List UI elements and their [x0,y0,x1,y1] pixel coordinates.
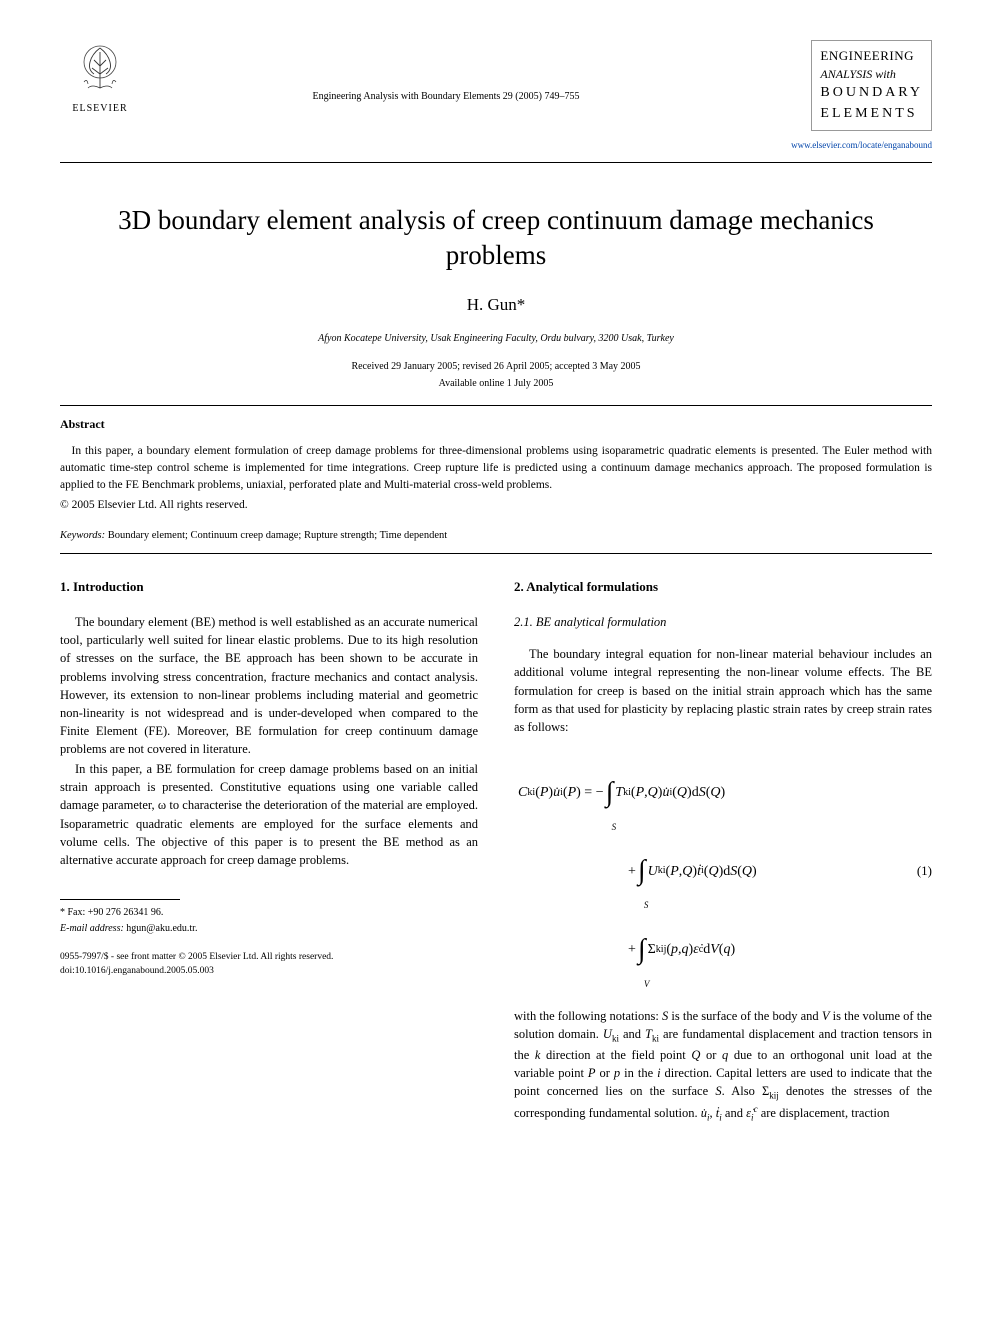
abstract-text: In this paper, a boundary element formul… [60,443,932,493]
abstract-bottom-rule [60,553,932,554]
article-dates: Received 29 January 2005; revised 26 Apr… [60,360,932,375]
section1-para1: The boundary element (BE) method is well… [60,613,478,758]
journal-logo-line2: ANALYSIS with [820,66,923,83]
footnote-fax: * Fax: +90 276 26341 96. [60,906,478,921]
article-affiliation: Afyon Kocatepe University, Usak Engineer… [60,332,932,347]
journal-logo-block: ENGINEERING ANALYSIS with BOUNDARY ELEME… [752,40,932,154]
journal-url-link[interactable]: www.elsevier.com/locate/enganabound [791,140,932,150]
equation-1-number: (1) [907,862,932,881]
journal-reference: Engineering Analysis with Boundary Eleme… [140,40,752,105]
publisher-name: ELSEVIER [72,102,127,117]
body-columns: 1. Introduction The boundary element (BE… [60,578,932,1126]
article-online-date: Available online 1 July 2005 [60,377,932,392]
journal-logo-line1: ENGINEERING [820,47,923,66]
abstract-copyright: © 2005 Elsevier Ltd. All rights reserved… [60,497,932,514]
article-title: 3D boundary element analysis of creep co… [100,203,892,273]
section1-para2: In this paper, a BE formulation for cree… [60,760,478,869]
left-column: 1. Introduction The boundary element (BE… [60,578,478,1126]
footnote-rule [60,899,180,900]
footnote-email: E-mail address: hgun@aku.edu.tr. [60,922,478,937]
elsevier-tree-icon [70,40,130,100]
keywords-text: Boundary element; Continuum creep damage… [105,530,447,541]
journal-logo-box: ENGINEERING ANALYSIS with BOUNDARY ELEME… [811,40,932,131]
section2-heading: 2. Analytical formulations [514,578,932,597]
right-column: 2. Analytical formulations 2.1. BE analy… [514,578,932,1126]
equation-1: Cki(P)u̇i(P) = −∫S Tki(P, Q)u̇i(Q)dS(Q) … [514,754,932,989]
journal-logo-line4: ELEMENTS [820,104,923,124]
section2-para2: with the following notations: S is the s… [514,1007,932,1124]
equation-1-content: Cki(P)u̇i(P) = −∫S Tki(P, Q)u̇i(Q)dS(Q) … [514,754,907,989]
section1-heading: 1. Introduction [60,578,478,597]
page-header: ELSEVIER Engineering Analysis with Bound… [60,40,932,154]
keywords-line: Keywords: Boundary element; Continuum cr… [60,528,932,543]
article-author: H. Gun* [60,293,932,318]
abstract-top-rule [60,405,932,406]
abstract-heading: Abstract [60,416,932,433]
publisher-logo: ELSEVIER [60,40,140,117]
section2-para1: The boundary integral equation for non-l… [514,645,932,736]
footer-doi: doi:10.1016/j.enganabound.2005.05.003 [60,965,478,979]
keywords-label: Keywords: [60,530,105,541]
footnote-email-value: hgun@aku.edu.tr. [124,923,198,934]
footnote-email-label: E-mail address: [60,923,124,934]
header-rule [60,162,932,163]
footer-issn: 0955-7997/$ - see front matter © 2005 El… [60,951,478,965]
journal-logo-line3: BOUNDARY [820,83,923,103]
section2-sub-heading: 2.1. BE analytical formulation [514,613,932,631]
